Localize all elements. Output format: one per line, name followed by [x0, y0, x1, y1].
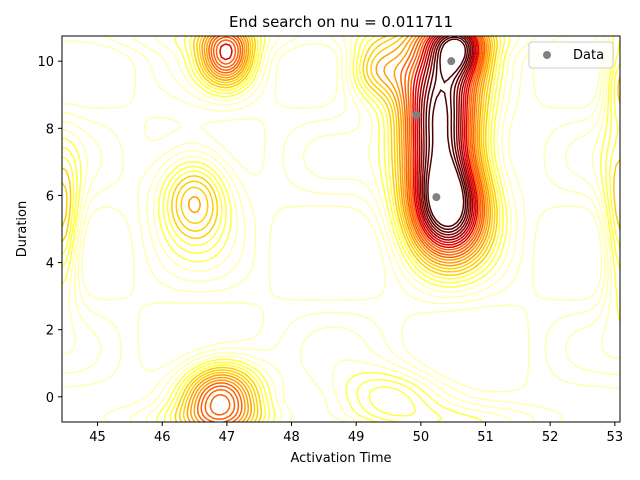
contour-level-10: [186, 36, 491, 422]
data-point: [412, 110, 421, 119]
x-axis: 45 46 47 48 49 50 51 52 53: [89, 422, 623, 445]
contour-level-8: [62, 36, 496, 422]
contour-level-7: [62, 36, 620, 422]
x-tick-label: 45: [89, 430, 106, 445]
contour-level-3: [62, 36, 620, 422]
legend-label-data: Data: [573, 48, 604, 63]
legend: Data: [528, 41, 614, 69]
contour-level-18: [414, 36, 478, 246]
contour-level-25: [427, 38, 467, 228]
y-axis: 0 2 4 6 8 10: [37, 55, 62, 406]
plot-frame: [61, 35, 621, 423]
y-tick-label: 4: [46, 257, 54, 272]
y-tick-label: 10: [37, 55, 54, 70]
y-tick-label: 0: [46, 391, 54, 406]
contour-level-19: [416, 36, 477, 244]
y-tick-label: 8: [46, 122, 54, 137]
y-tick-label: 6: [46, 189, 54, 204]
x-tick-label: 52: [542, 430, 559, 445]
y-tick-label: 2: [46, 324, 54, 339]
contour-level-24: [425, 36, 469, 231]
contour-level-16: [209, 36, 481, 416]
x-axis-label: Activation Time: [290, 451, 391, 466]
contour-level-22: [421, 36, 472, 236]
contour-level-21: [419, 36, 474, 239]
data-point: [447, 57, 456, 66]
contour-level-13: [196, 36, 486, 422]
x-tick-label: 47: [219, 430, 236, 445]
contour-level-1: [62, 36, 620, 422]
contour-level-20: [418, 36, 475, 241]
y-axis-label: Duration: [15, 201, 30, 257]
contour-level-17: [219, 36, 480, 249]
contour-level-0: [62, 40, 603, 393]
legend-marker: [543, 51, 551, 59]
chart-title: End search on nu = 0.011711: [229, 13, 453, 31]
data-point: [432, 193, 441, 202]
data-points: [412, 57, 456, 202]
x-tick-label: 50: [413, 430, 430, 445]
x-tick-label: 48: [283, 430, 300, 445]
legend-box: [528, 41, 614, 69]
x-tick-label: 46: [154, 430, 171, 445]
contour-lines: [62, 36, 620, 422]
contour-level-6: [62, 36, 620, 422]
x-tick-label: 53: [607, 430, 624, 445]
x-tick-label: 49: [348, 430, 365, 445]
contour-level-12: [193, 36, 488, 422]
contour-level-5: [62, 36, 620, 422]
contour-level-9: [180, 36, 494, 422]
contour-level-15: [204, 36, 483, 420]
contour-level-23: [423, 36, 470, 233]
contour-level-14: [200, 36, 484, 422]
contour-level-2: [62, 36, 620, 422]
x-tick-label: 51: [477, 430, 494, 445]
contour-level-11: [190, 36, 489, 422]
